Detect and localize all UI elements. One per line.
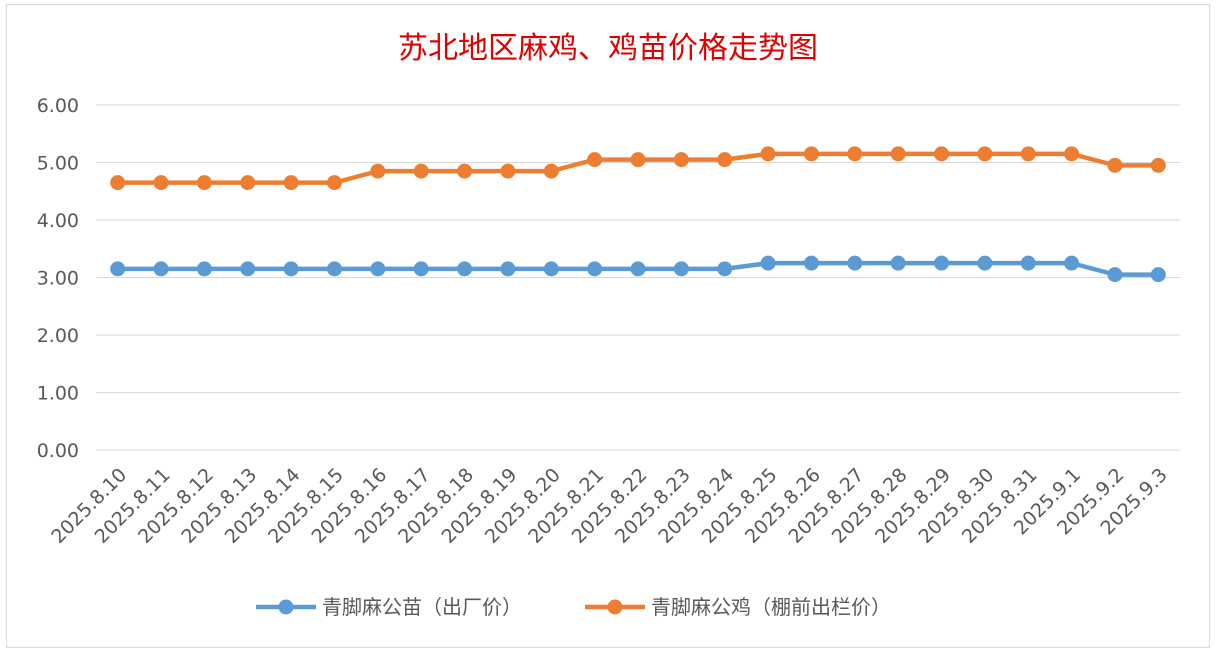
- data-point: [760, 146, 776, 162]
- chart-title: 苏北地区麻鸡、鸡苗价格走势图: [398, 31, 818, 66]
- data-point: [760, 255, 776, 271]
- data-point: [326, 175, 342, 191]
- y-tick-label: 2.00: [37, 325, 79, 347]
- data-point: [110, 175, 126, 191]
- legend-label: 青脚麻公苗（出厂价）: [322, 595, 522, 619]
- data-point: [196, 261, 212, 277]
- legend-marker: [607, 599, 623, 615]
- series-1: [110, 255, 1166, 283]
- y-tick-label: 5.00: [37, 153, 79, 175]
- data-point: [673, 261, 689, 277]
- data-point: [673, 152, 689, 168]
- data-point: [1107, 157, 1123, 173]
- legend-marker: [278, 599, 294, 615]
- data-point: [413, 163, 429, 179]
- data-point: [717, 261, 733, 277]
- data-point: [1020, 255, 1036, 271]
- data-point: [240, 175, 256, 191]
- data-point: [847, 146, 863, 162]
- y-axis-ticks: 0.00 1.00 2.00 3.00 4.00 5.00 6.00: [37, 95, 79, 462]
- data-point: [717, 152, 733, 168]
- y-tick-label: 3.00: [37, 268, 79, 290]
- y-tick-label: 6.00: [37, 95, 79, 117]
- data-point: [847, 255, 863, 271]
- data-point: [500, 163, 516, 179]
- y-tick-label: 4.00: [37, 210, 79, 232]
- data-point: [1064, 255, 1080, 271]
- data-point: [283, 261, 299, 277]
- data-point: [457, 261, 473, 277]
- data-point: [500, 261, 516, 277]
- data-point: [890, 255, 906, 271]
- data-point: [1150, 267, 1166, 283]
- data-point: [543, 261, 559, 277]
- data-point: [110, 261, 126, 277]
- data-point: [630, 261, 646, 277]
- data-point: [413, 261, 429, 277]
- data-point: [326, 261, 342, 277]
- data-point: [370, 163, 386, 179]
- data-point: [1064, 146, 1080, 162]
- data-point: [1150, 157, 1166, 173]
- legend-item-1: 青脚麻公苗（出厂价）: [256, 595, 522, 619]
- chart-border: [6, 4, 1210, 648]
- data-point: [196, 175, 212, 191]
- legend-item-2: 青脚麻公鸡（棚前出栏价）: [585, 595, 891, 619]
- data-point: [630, 152, 646, 168]
- y-tick-label: 0.00: [37, 440, 79, 462]
- data-point: [1020, 146, 1036, 162]
- data-point: [153, 175, 169, 191]
- data-point: [543, 163, 559, 179]
- series-layer: [110, 146, 1166, 283]
- data-point: [803, 255, 819, 271]
- data-point: [587, 152, 603, 168]
- legend: 青脚麻公苗（出厂价） 青脚麻公鸡（棚前出栏价）: [256, 595, 891, 619]
- data-point: [1107, 267, 1123, 283]
- data-point: [934, 255, 950, 271]
- data-point: [803, 146, 819, 162]
- data-point: [890, 146, 906, 162]
- data-point: [587, 261, 603, 277]
- data-point: [457, 163, 473, 179]
- y-tick-label: 1.00: [37, 383, 79, 405]
- data-point: [153, 261, 169, 277]
- data-point: [934, 146, 950, 162]
- data-point: [240, 261, 256, 277]
- data-point: [283, 175, 299, 191]
- data-point: [370, 261, 386, 277]
- legend-label: 青脚麻公鸡（棚前出栏价）: [651, 595, 891, 619]
- series-2: [110, 146, 1166, 191]
- data-point: [977, 255, 993, 271]
- data-point: [977, 146, 993, 162]
